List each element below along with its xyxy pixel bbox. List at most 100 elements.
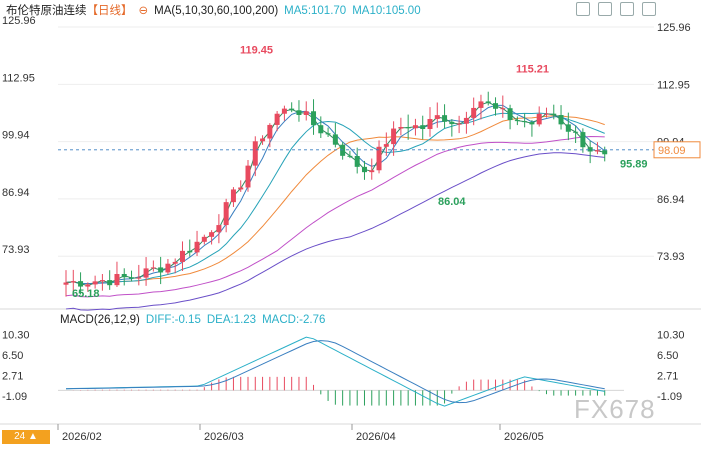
x-tick-label: 2026/02 xyxy=(62,431,102,443)
ma-label: MA(5,10,30,60,100,200) xyxy=(154,5,279,17)
candle-body xyxy=(456,123,462,125)
candle-body xyxy=(493,103,499,109)
candle-body xyxy=(558,115,564,125)
candle-body xyxy=(223,202,229,226)
candle-body xyxy=(158,267,164,273)
candle-body xyxy=(303,111,309,116)
toolbar-icon-3[interactable] xyxy=(620,2,634,16)
candle-body xyxy=(354,156,360,167)
macd-tick-left: 6.50 xyxy=(2,350,23,362)
candle-body xyxy=(281,108,287,114)
candle-body xyxy=(114,274,120,286)
macd-label: MACD(26,12,9) xyxy=(60,314,140,326)
candle-body xyxy=(478,101,484,108)
candle-body xyxy=(274,113,280,125)
candle-body xyxy=(471,107,477,118)
candle-body xyxy=(216,225,222,233)
candle-body xyxy=(260,138,266,142)
candle-body xyxy=(536,113,542,125)
candle-body xyxy=(129,277,135,279)
candle-body xyxy=(427,119,433,130)
macd-tick-right: -1.09 xyxy=(657,391,682,403)
macd-dea-line xyxy=(65,340,605,404)
candle-body xyxy=(529,122,535,125)
symbol-title: 布伦特原油连续 xyxy=(6,5,87,17)
last-price-box xyxy=(653,141,701,159)
candle-body xyxy=(230,189,236,203)
price-annotation: 65.18 xyxy=(72,288,100,300)
ma30-line xyxy=(65,112,605,285)
candle-body xyxy=(92,281,98,285)
x-tick-label: 2026/03 xyxy=(204,431,244,443)
candle-body xyxy=(463,117,469,124)
candle-body xyxy=(340,144,346,156)
candle-body xyxy=(383,144,389,147)
y-tick-left: 86.94 xyxy=(2,187,30,199)
candle-body xyxy=(449,121,455,125)
watermark: FX678 xyxy=(574,394,656,424)
candle-body xyxy=(376,146,382,171)
candle-body xyxy=(347,155,353,157)
candle-body xyxy=(420,125,426,130)
toolbar-icon-2[interactable] xyxy=(598,2,612,16)
candle-body xyxy=(434,115,440,120)
ma10-value: MA10:105.00 xyxy=(352,5,421,17)
candle-body xyxy=(587,147,593,152)
candle-body xyxy=(245,165,251,188)
toolbar-icon-4[interactable] xyxy=(642,2,656,16)
candle-body xyxy=(165,263,171,273)
ma100-line xyxy=(65,135,605,298)
toolbar-icon-1[interactable] xyxy=(576,2,590,16)
candle-body xyxy=(318,125,324,134)
y-tick-right: 86.94 xyxy=(657,194,685,206)
candle-body xyxy=(405,126,411,129)
macd-tick-left: -1.09 xyxy=(2,391,27,403)
y-tick-left: 125.96 xyxy=(2,15,36,27)
candle-body xyxy=(187,250,193,253)
chart-header: 布伦特原油连续【日线】 ⊖ MA(5,10,30,60,100,200) MA5:10… xyxy=(6,2,427,18)
candle-body xyxy=(172,261,178,264)
candle-body xyxy=(150,267,156,269)
price-annotation: 95.89 xyxy=(620,158,648,170)
bottom-marker-label: 24 ▲ xyxy=(14,431,38,442)
candle-body xyxy=(78,281,84,287)
y-tick-left: 112.95 xyxy=(2,72,35,84)
candle-body xyxy=(201,236,207,242)
candle-body xyxy=(369,170,375,173)
candle-body xyxy=(442,115,448,122)
macd-tick-right: 6.50 xyxy=(657,350,678,362)
y-tick-right: 125.96 xyxy=(657,22,691,34)
x-tick-label: 2026/04 xyxy=(356,431,396,443)
candle-body xyxy=(398,126,404,129)
candle-body xyxy=(602,150,608,155)
ma200-line xyxy=(65,152,605,311)
bottom-marker[interactable]: 24 ▲ xyxy=(2,430,50,444)
candle-body xyxy=(70,281,76,283)
candle-body xyxy=(361,166,367,173)
candle-body xyxy=(296,110,302,116)
period-tag[interactable]: 【日线】 xyxy=(86,5,133,17)
candle-body xyxy=(209,232,215,237)
price-annotation: 86.04 xyxy=(438,196,466,208)
candle-body xyxy=(412,125,418,129)
candle-body xyxy=(252,141,258,166)
macd-value: MACD:-2.76 xyxy=(262,314,326,326)
y-tick-left: 73.93 xyxy=(2,244,30,256)
candle-body xyxy=(143,268,149,278)
candle-body xyxy=(551,113,557,116)
macd-dea: DEA:1.23 xyxy=(206,314,257,326)
macd-tick-right: 10.30 xyxy=(657,330,685,342)
price-annotation: 119.45 xyxy=(240,45,273,57)
candle-body xyxy=(325,133,331,135)
candle-body xyxy=(179,250,185,262)
settings-icon[interactable]: ⊖ xyxy=(138,5,149,17)
ma5-value: MA5:101.70 xyxy=(284,5,347,17)
y-tick-right: 73.93 xyxy=(657,251,685,263)
candle-body xyxy=(99,280,105,282)
macd-tick-right: 2.71 xyxy=(657,371,678,383)
macd-tick-left: 10.30 xyxy=(2,330,30,342)
candle-body xyxy=(565,124,571,132)
candle-body xyxy=(194,241,200,253)
